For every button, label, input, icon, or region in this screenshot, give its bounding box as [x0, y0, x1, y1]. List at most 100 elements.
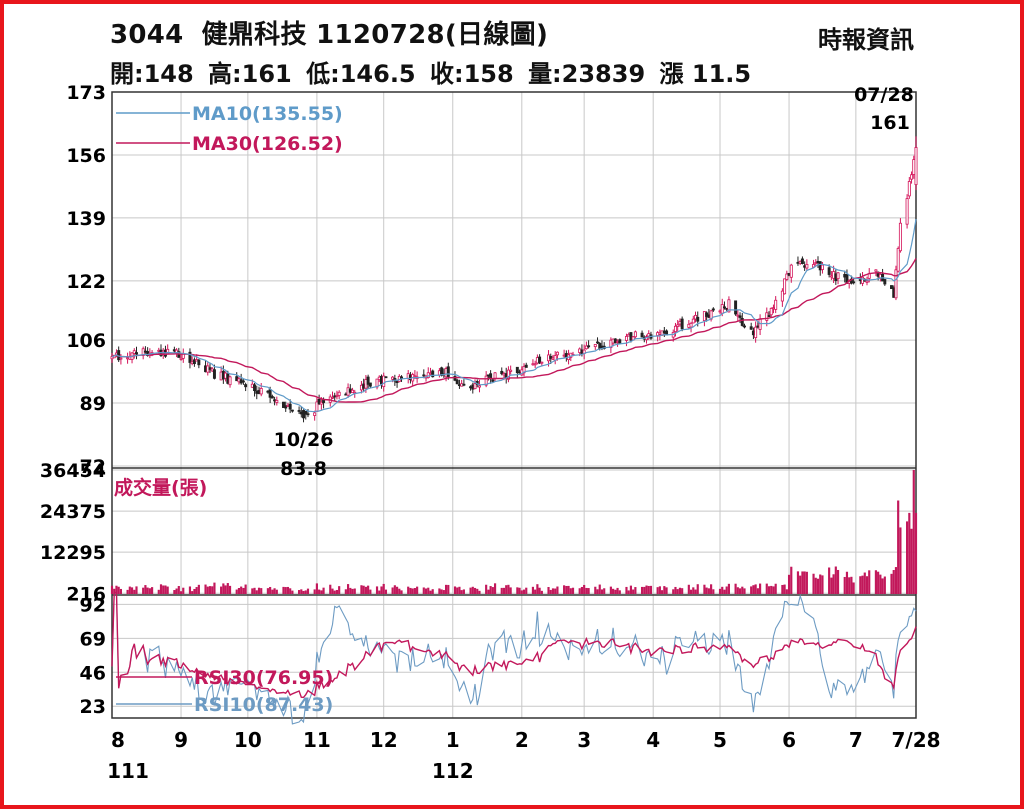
volume-bar	[473, 587, 477, 594]
volume-bar	[255, 590, 258, 594]
candle-body	[515, 366, 519, 374]
ma30-line	[111, 258, 917, 403]
candle-body	[297, 410, 301, 412]
volume-bar	[427, 587, 430, 594]
volume-bar	[509, 587, 512, 594]
volume-bar	[291, 590, 294, 594]
volume-bar	[282, 586, 285, 594]
volume-bar	[360, 585, 363, 594]
price-tick-label: 72	[80, 456, 106, 478]
volume-bar	[164, 585, 167, 594]
volume-bar	[335, 589, 339, 594]
candle-body	[533, 363, 537, 366]
volume-bar	[803, 571, 806, 594]
candle-body	[673, 325, 677, 332]
volume-bar	[206, 586, 209, 594]
volume-bar	[645, 585, 648, 594]
candle-body	[132, 350, 136, 354]
volume-bar	[240, 586, 243, 594]
candle-body	[500, 370, 504, 375]
volume-bar	[596, 589, 599, 594]
candle-body	[382, 375, 386, 387]
candle-body	[366, 376, 370, 385]
volume-bar	[500, 587, 503, 594]
candle-body	[689, 322, 693, 328]
volume-bar	[175, 588, 178, 594]
volume-bar	[266, 588, 269, 594]
candle-body	[814, 262, 818, 264]
volume-bar	[407, 586, 410, 594]
candle-body	[331, 396, 334, 399]
x-tick-label: 2	[515, 728, 529, 752]
volume-bar	[694, 589, 697, 594]
candle-body	[640, 332, 644, 338]
volume-bar	[395, 586, 399, 594]
volume-bar	[890, 573, 893, 594]
candle-body	[413, 375, 417, 378]
volume-bar	[260, 588, 263, 594]
volume-bar	[738, 588, 742, 594]
volume-bar	[491, 587, 494, 594]
volume-bar	[115, 585, 118, 594]
candle-body	[337, 391, 341, 396]
volume-bar	[130, 587, 134, 594]
candle-body	[769, 308, 773, 316]
low-date-annotation: 10/26	[274, 429, 334, 451]
volume-bar	[362, 585, 365, 594]
volume-bar	[696, 584, 699, 594]
candle-body	[538, 356, 542, 364]
candle-body	[783, 278, 787, 295]
volume-bar	[756, 588, 759, 594]
candle-body	[192, 359, 196, 365]
volume-bar	[609, 586, 612, 594]
volume-bar	[242, 587, 245, 594]
volume-bar	[487, 589, 490, 594]
volume-bar	[429, 590, 432, 594]
candle-body	[740, 318, 744, 326]
volume-bar	[110, 585, 114, 594]
candle-body	[907, 181, 911, 197]
volume-bar	[865, 576, 869, 594]
ma10-legend-label: MA10(135.55)	[192, 103, 343, 125]
year-label: 112	[432, 759, 474, 783]
low-value-annotation: 83.8	[280, 458, 327, 480]
candle-body	[317, 398, 321, 405]
candle-body	[836, 272, 840, 280]
volume-bar	[284, 587, 287, 594]
candle-body	[896, 248, 900, 272]
volume-bar	[707, 588, 710, 594]
volume-bar	[251, 588, 254, 594]
candle-body	[282, 401, 285, 408]
candle-body	[629, 332, 633, 341]
volume-bar	[614, 589, 617, 594]
candle-body	[883, 279, 887, 285]
volume-bar	[663, 586, 666, 594]
volume-bar	[338, 586, 341, 594]
volume-bar	[674, 586, 677, 594]
x-tick-label: 7/28	[891, 728, 940, 752]
volume-bar	[119, 588, 122, 594]
volume-bar	[300, 589, 303, 594]
x-tick-label: 3	[577, 728, 591, 752]
volume-bar	[598, 584, 601, 594]
volume-bar	[805, 571, 808, 594]
volume-bar	[456, 587, 459, 594]
volume-bar	[723, 589, 726, 594]
volume-bar	[476, 588, 479, 594]
candle-body	[894, 269, 898, 299]
candle-body	[549, 356, 553, 359]
candle-body	[275, 400, 279, 403]
volume-bar	[812, 573, 815, 594]
volume-bar	[787, 574, 791, 594]
volume-bar	[193, 588, 196, 594]
candle-body	[462, 383, 466, 386]
candle-body	[555, 351, 559, 356]
volume-bar	[754, 584, 757, 594]
volume-bar	[790, 566, 793, 594]
volume-bar	[133, 589, 136, 594]
volume-bar	[275, 589, 278, 594]
volume-bar	[384, 589, 388, 594]
volume-bar	[522, 589, 526, 594]
candle-body	[910, 174, 914, 180]
volume-bars	[110, 470, 918, 594]
